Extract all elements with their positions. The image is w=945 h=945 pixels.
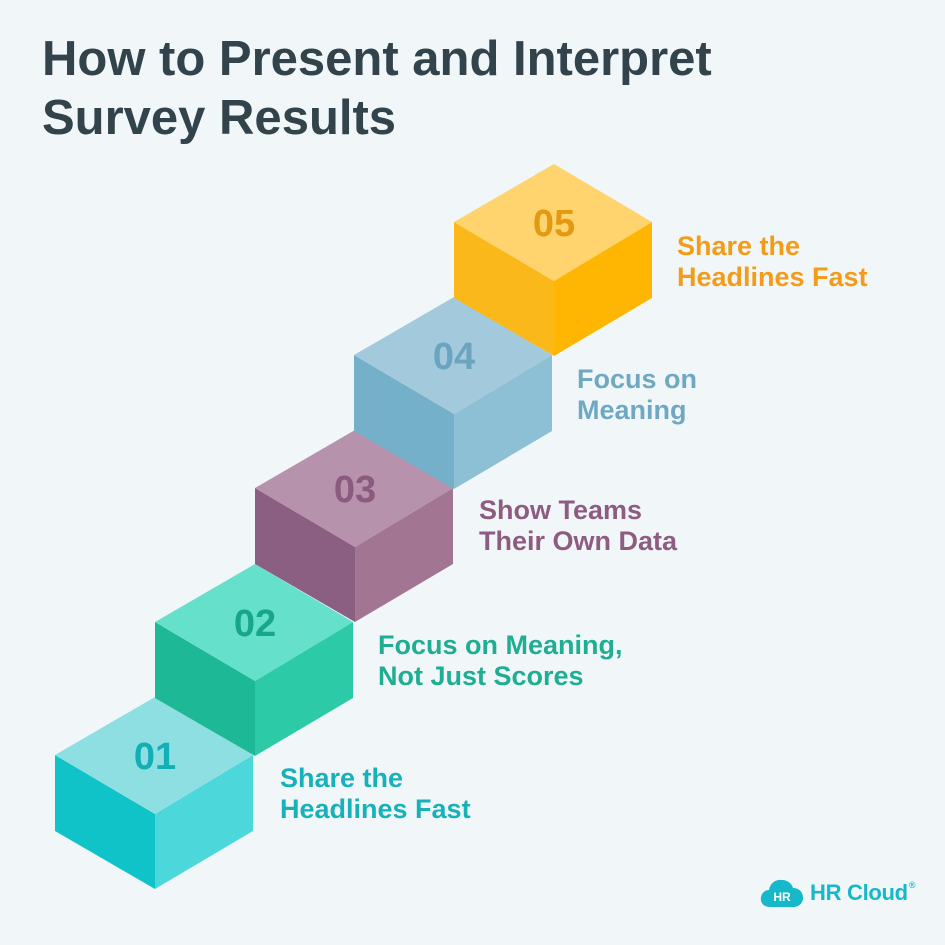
step-4-left-face: [354, 355, 454, 489]
step-label-1-line-1: Share the: [280, 763, 404, 793]
step-number-4: 04: [433, 336, 475, 378]
step-block-4: 04: [354, 297, 552, 489]
step-4-right-face: [454, 355, 552, 489]
logo-name: HR Cloud®: [810, 880, 915, 906]
step-label-4-line-2: Meaning: [577, 395, 687, 425]
registered-mark: ®: [908, 880, 916, 890]
step-block-1: 01: [55, 697, 253, 889]
page-title: How to Present and Interpret Survey Resu…: [42, 30, 862, 148]
step-2-right-face: [255, 622, 353, 756]
logo-badge-text: HR: [773, 890, 791, 904]
title-line-2: Survey Results: [42, 91, 397, 145]
title-line-1: How to Present and Interpret: [42, 32, 712, 86]
step-label-2-line-2: Not Just Scores: [378, 661, 584, 691]
step-4-top-face: [354, 297, 552, 414]
step-1-left-face: [55, 755, 155, 889]
step-number-5: 05: [533, 203, 575, 245]
step-1-top-face: [55, 697, 253, 814]
step-number-1: 01: [134, 736, 176, 778]
step-5-right-face: [554, 222, 652, 356]
step-label-1: Share the Headlines Fast: [280, 763, 471, 825]
step-3-right-face: [355, 488, 453, 622]
step-label-2: Focus on Meaning, Not Just Scores: [378, 630, 623, 692]
logo-name-text: HR Cloud: [810, 880, 908, 905]
step-number-2: 02: [234, 603, 276, 645]
step-label-4: Focus on Meaning: [577, 364, 697, 426]
step-label-3-line-2: Their Own Data: [479, 526, 678, 556]
step-label-2-line-1: Focus on Meaning,: [378, 630, 623, 660]
step-3-left-face: [255, 488, 355, 622]
step-block-5: 05: [454, 164, 652, 356]
step-label-3: Show Teams Their Own Data: [479, 495, 677, 557]
step-2-left-face: [155, 622, 255, 756]
step-label-5-line-1: Share the: [677, 231, 801, 261]
step-label-4-line-1: Focus on: [577, 364, 697, 394]
step-5-left-face: [454, 222, 554, 356]
cloud-icon: HR: [760, 879, 803, 907]
step-2-top-face: [155, 564, 353, 681]
step-label-5: Share the Headlines Fast: [677, 231, 868, 293]
step-label-3-line-1: Show Teams: [479, 495, 643, 525]
step-number-3: 03: [334, 469, 376, 511]
step-1-right-face: [155, 755, 253, 889]
step-label-1-line-2: Headlines Fast: [280, 794, 471, 824]
step-label-5-line-2: Headlines Fast: [677, 262, 868, 292]
hr-cloud-logo: HR HR Cloud®: [760, 876, 915, 910]
step-block-2: 02: [155, 564, 353, 756]
step-5-top-face: [454, 164, 652, 281]
